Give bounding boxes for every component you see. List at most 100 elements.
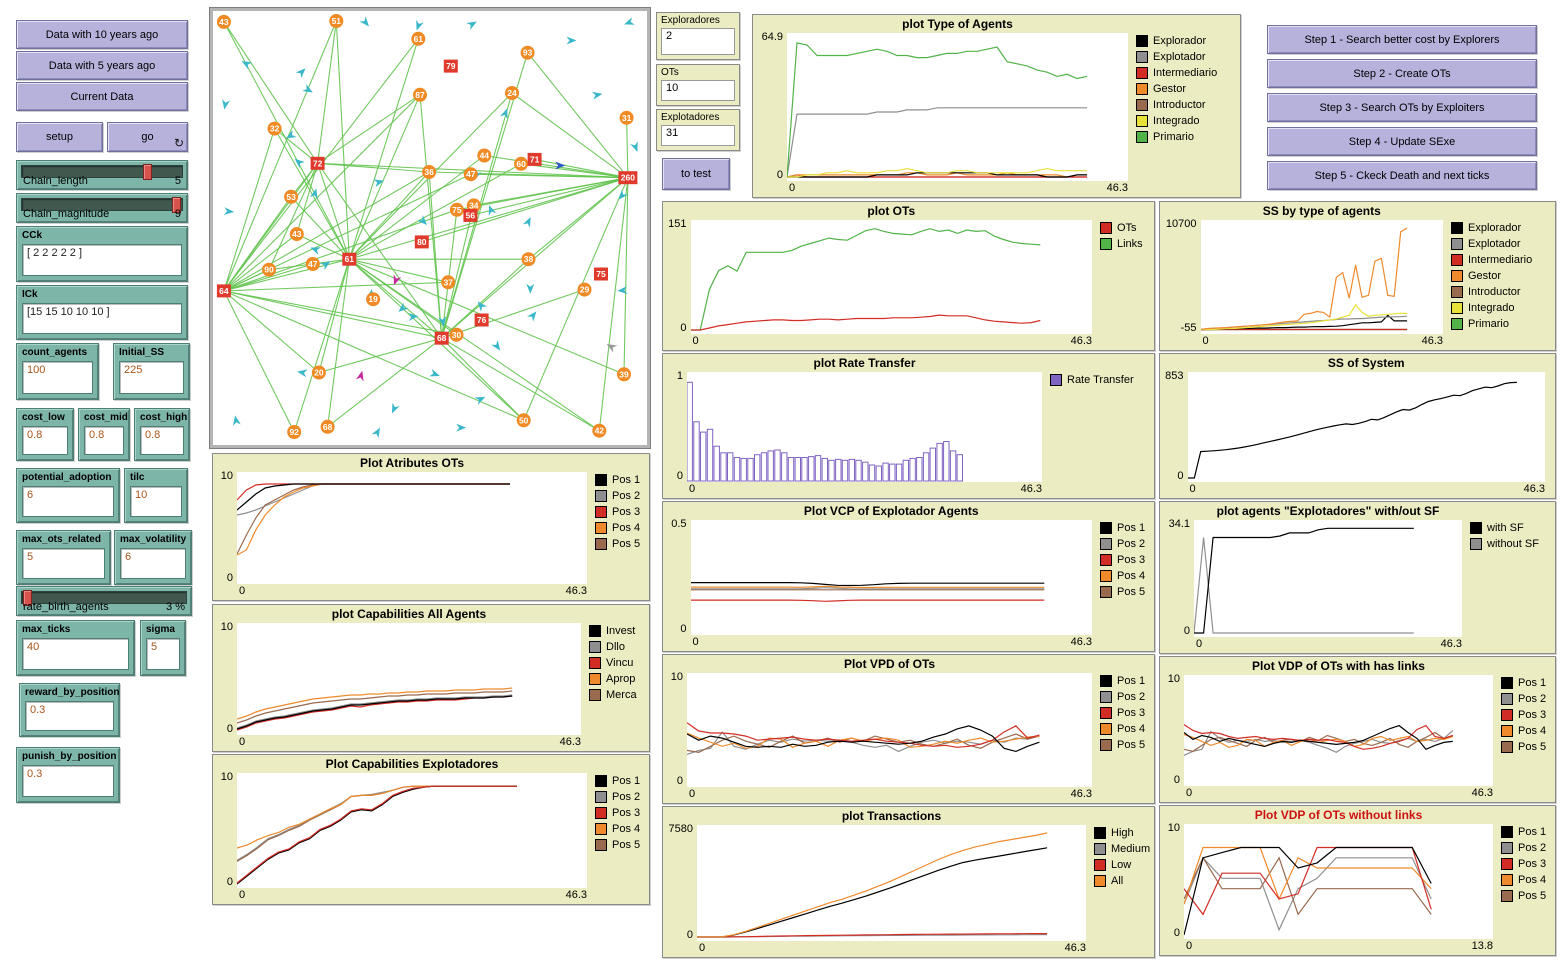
x-axis-min-label: 0 <box>239 736 246 748</box>
setup-button[interactable]: setup <box>16 122 103 152</box>
legend-item: Pos 2 <box>1501 842 1551 856</box>
legend-swatch <box>1100 238 1112 250</box>
step-3-button[interactable]: Step 3 - Search OTs by Exploiters <box>1267 93 1537 122</box>
agent-node: 29 <box>577 282 592 297</box>
legend-swatch <box>1136 115 1148 127</box>
step-4-button[interactable]: Step 4 - Update SExe <box>1267 127 1537 156</box>
plot-capabilities-all-agents: plot Capabilities All Agents 10 0 0 46.3 Inve… <box>212 604 650 752</box>
agent-node: 75 <box>449 202 464 217</box>
tilc-label: tilc <box>130 472 145 483</box>
step-1-button[interactable]: Step 1 - Search better cost by Explorers <box>1267 25 1537 54</box>
chain-length-slider-label: Chain_length <box>23 175 88 187</box>
go-forever-icon: ↻ <box>173 136 184 150</box>
sigma-input[interactable]: 5 <box>146 638 180 670</box>
rate-birth-agents-slider[interactable]: rate_birth_agents 3 % <box>16 586 192 616</box>
y-axis-max-label: 10 <box>1167 822 1180 834</box>
ot-node: 72 <box>310 156 325 170</box>
go-button[interactable]: go ↻ <box>107 122 188 152</box>
chain-magnitude-slider-value: 9 <box>174 208 181 220</box>
ot-node: 64 <box>216 284 231 298</box>
x-axis-max-label: 46.3 <box>1106 182 1128 194</box>
chain-magnitude-slider-track[interactable] <box>21 197 183 213</box>
plot-transactions: plot Transactions 7580 0 0 46.3 High Medium Low… <box>662 806 1155 958</box>
legend-label: Pos 3 <box>1117 554 1146 566</box>
svg-text:30: 30 <box>452 330 462 340</box>
legend-label: Dllo <box>606 641 625 653</box>
y-axis-max-label: 10 <box>1167 673 1180 685</box>
svg-text:24: 24 <box>507 88 517 98</box>
legend-item: Medium <box>1094 843 1150 857</box>
legend-item: Pos 2 <box>595 490 645 504</box>
max-volatility-input[interactable]: 6 <box>120 548 186 579</box>
rate-birth-agents-slider-track[interactable] <box>21 590 187 606</box>
initial-ss-field: Initial_SS 225 <box>113 343 190 400</box>
plot-title: Plot VDP of OTs without links <box>1254 808 1423 822</box>
chain-magnitude-slider[interactable]: Chain_magnitude 9 <box>16 193 188 223</box>
legend-swatch <box>1100 222 1112 234</box>
legend-label: Pos 2 <box>612 490 641 502</box>
legend-label: Pos 4 <box>1117 723 1146 735</box>
legend-swatch <box>1136 67 1148 79</box>
initial-ss-input[interactable]: 225 <box>119 361 184 394</box>
agent-node: 43 <box>216 14 231 29</box>
data-5-years-button[interactable]: Data with 5 years ago <box>16 51 188 80</box>
cost-high-input[interactable]: 0.8 <box>140 426 184 455</box>
svg-text:68: 68 <box>323 422 333 432</box>
reward-by-position-input[interactable]: 0.3 <box>25 701 114 731</box>
x-axis-max-label: 46.3 <box>1421 335 1443 347</box>
count-agents-field: count_agents 100 <box>16 343 99 400</box>
chain-magnitude-slider-handle[interactable] <box>171 197 181 213</box>
max-ticks-input[interactable]: 40 <box>22 638 129 670</box>
plot-title: plot OTs <box>867 204 916 218</box>
punish-by-position-label: punish_by_position <box>22 751 117 762</box>
plot-canvas <box>1200 220 1443 334</box>
chain-length-slider-track[interactable] <box>21 164 183 180</box>
agent-node: 39 <box>617 367 631 382</box>
legend-label: Pos 5 <box>612 538 641 550</box>
svg-text:79: 79 <box>446 61 456 71</box>
legend-label: Pos 4 <box>1117 570 1146 582</box>
chain-length-slider-handle[interactable] <box>142 164 152 180</box>
rate-birth-agents-slider-handle[interactable] <box>22 590 32 606</box>
cck-input[interactable]: [ 2 2 2 2 2 ] <box>22 244 182 276</box>
agent-node: 38 <box>521 252 536 267</box>
reward-by-position-field: reward_by_position 0.3 <box>19 683 120 737</box>
initial-ss-label: Initial_SS <box>119 347 165 358</box>
max-ots-related-input[interactable]: 5 <box>22 548 105 579</box>
step-2-button[interactable]: Step 2 - Create OTs <box>1267 59 1537 88</box>
legend-item: Pos 1 <box>1100 522 1150 536</box>
svg-text:36: 36 <box>424 167 434 177</box>
legend-item: Pos 3 <box>595 807 645 821</box>
legend-label: Pos 3 <box>612 506 641 518</box>
legend-label: Pos 1 <box>1518 826 1547 838</box>
chain-length-slider[interactable]: Chain_length 5 <box>16 160 188 190</box>
agent-node: 47 <box>463 167 478 182</box>
ick-input[interactable]: [15 15 10 10 10 ] <box>22 303 182 334</box>
cost-mid-input[interactable]: 0.8 <box>84 426 124 455</box>
current-data-button[interactable]: Current Data <box>16 82 188 111</box>
legend-item: Merca <box>589 689 645 703</box>
plot-vpd-of-ots: Plot VPD of OTs 10 0 0 46.3 Pos 1 Pos 2 Pos 3 Po… <box>662 654 1155 804</box>
count-agents-input[interactable]: 100 <box>22 361 93 394</box>
tilc-input[interactable]: 10 <box>130 486 182 517</box>
data-10-years-button[interactable]: Data with 10 years ago <box>16 20 188 49</box>
legend-item: Pos 2 <box>595 791 645 805</box>
plot-ss-of-system: SS of System 853 0 0 46.3 <box>1159 353 1556 499</box>
punish-by-position-input[interactable]: 0.3 <box>22 765 114 797</box>
agent-node: 44 <box>477 148 492 163</box>
cost-high-label: cost_high <box>140 412 188 423</box>
step-5-button[interactable]: Step 5 - Ckeck Death and next ticks <box>1267 161 1537 190</box>
svg-text:50: 50 <box>519 415 529 425</box>
legend-item: Pos 5 <box>1501 741 1551 755</box>
to-test-button[interactable]: to test <box>662 158 730 190</box>
sigma-label: sigma <box>146 624 175 635</box>
agent-node: 32 <box>267 121 282 136</box>
x-axis-max-label: 13.8 <box>1471 940 1493 952</box>
legend-item: Pos 3 <box>1100 554 1150 568</box>
legend-label: Pos 2 <box>612 791 641 803</box>
potential-adoption-input[interactable]: 6 <box>22 486 114 517</box>
cost-low-input[interactable]: 0.8 <box>22 426 68 455</box>
ots-monitor-value: 10 <box>661 80 735 101</box>
y-axis-max-label: 7580 <box>668 823 693 835</box>
svg-text:93: 93 <box>523 48 533 58</box>
